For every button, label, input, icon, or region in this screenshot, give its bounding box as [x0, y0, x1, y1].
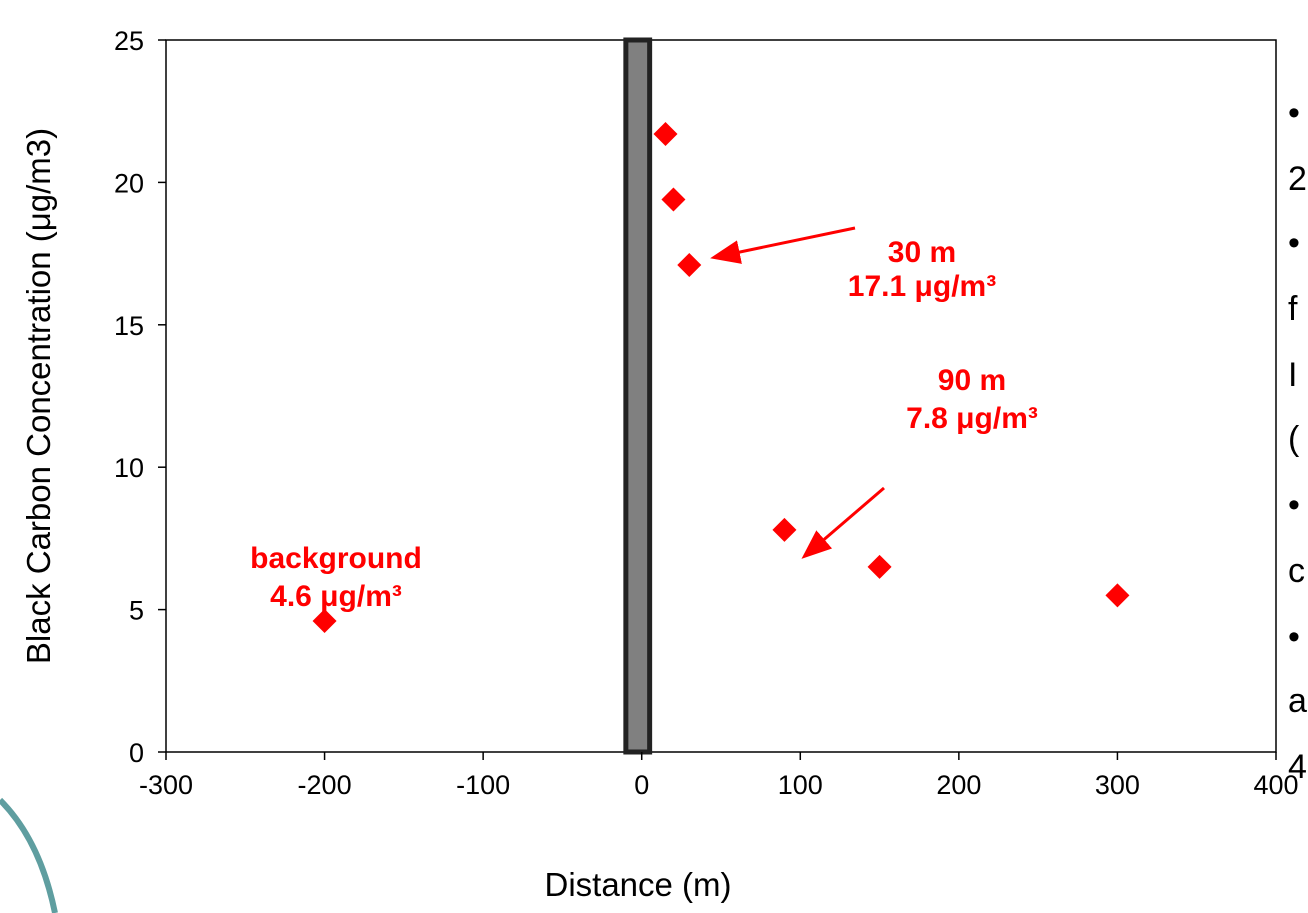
plot-area	[165, 39, 1277, 753]
y-tick-label: 0	[129, 738, 144, 768]
y-tick-label: 5	[129, 596, 144, 626]
data-point	[677, 252, 702, 277]
side-text-column: • 2 • fI ( • c • a 4	[1288, 94, 1307, 786]
side-text-fragment: 2	[1288, 160, 1307, 198]
side-text-fragment: (	[1288, 420, 1300, 458]
side-text-fragment: c	[1288, 552, 1305, 590]
x-tick-label: 300	[1095, 770, 1140, 800]
side-text-fragment: 4	[1288, 748, 1307, 786]
y-axis-title: Black Carbon Concentration (μg/m3)	[20, 128, 57, 664]
annotation-label: 30 m	[888, 236, 956, 269]
data-point	[867, 554, 892, 579]
annotation-label: 17.1 μg/m³	[848, 270, 996, 303]
side-text-fragment: I	[1288, 356, 1297, 394]
side-text-fragment: •	[1288, 224, 1300, 262]
annotation-label: 4.6 μg/m³	[270, 580, 402, 613]
annotation-label: 90 m	[938, 364, 1006, 397]
x-tick-label: -300	[139, 770, 193, 800]
y-tick-label: 25	[114, 26, 144, 56]
data-point	[661, 187, 686, 212]
annotation-label: background	[250, 542, 422, 575]
annotation-arrow	[710, 226, 856, 264]
side-text-fragment: a	[1288, 682, 1307, 720]
side-text-fragment: •	[1288, 94, 1300, 132]
x-tick-label: 400	[1253, 770, 1298, 800]
y-tick-label: 10	[114, 453, 144, 483]
side-text-fragment: f	[1288, 290, 1298, 328]
y-tick-label: 20	[114, 168, 144, 198]
side-text-fragment: •	[1288, 618, 1300, 656]
data-point	[1105, 583, 1130, 608]
annotation-arrow	[801, 486, 885, 559]
x-tick-label: 0	[634, 770, 649, 800]
side-text-fragment: •	[1288, 486, 1300, 524]
data-point	[312, 608, 337, 633]
data-point	[653, 121, 678, 146]
x-tick-label: 100	[778, 770, 823, 800]
x-axis-title: Distance (m)	[544, 866, 731, 903]
x-tick-label: -100	[456, 770, 510, 800]
x-tick-label: -200	[298, 770, 352, 800]
annotation-label: 7.8 μg/m³	[906, 402, 1038, 435]
road-band	[623, 37, 653, 755]
x-tick-label: 200	[936, 770, 981, 800]
y-tick-label: 15	[114, 311, 144, 341]
decorative-arc	[0, 797, 58, 913]
data-point	[772, 517, 797, 542]
